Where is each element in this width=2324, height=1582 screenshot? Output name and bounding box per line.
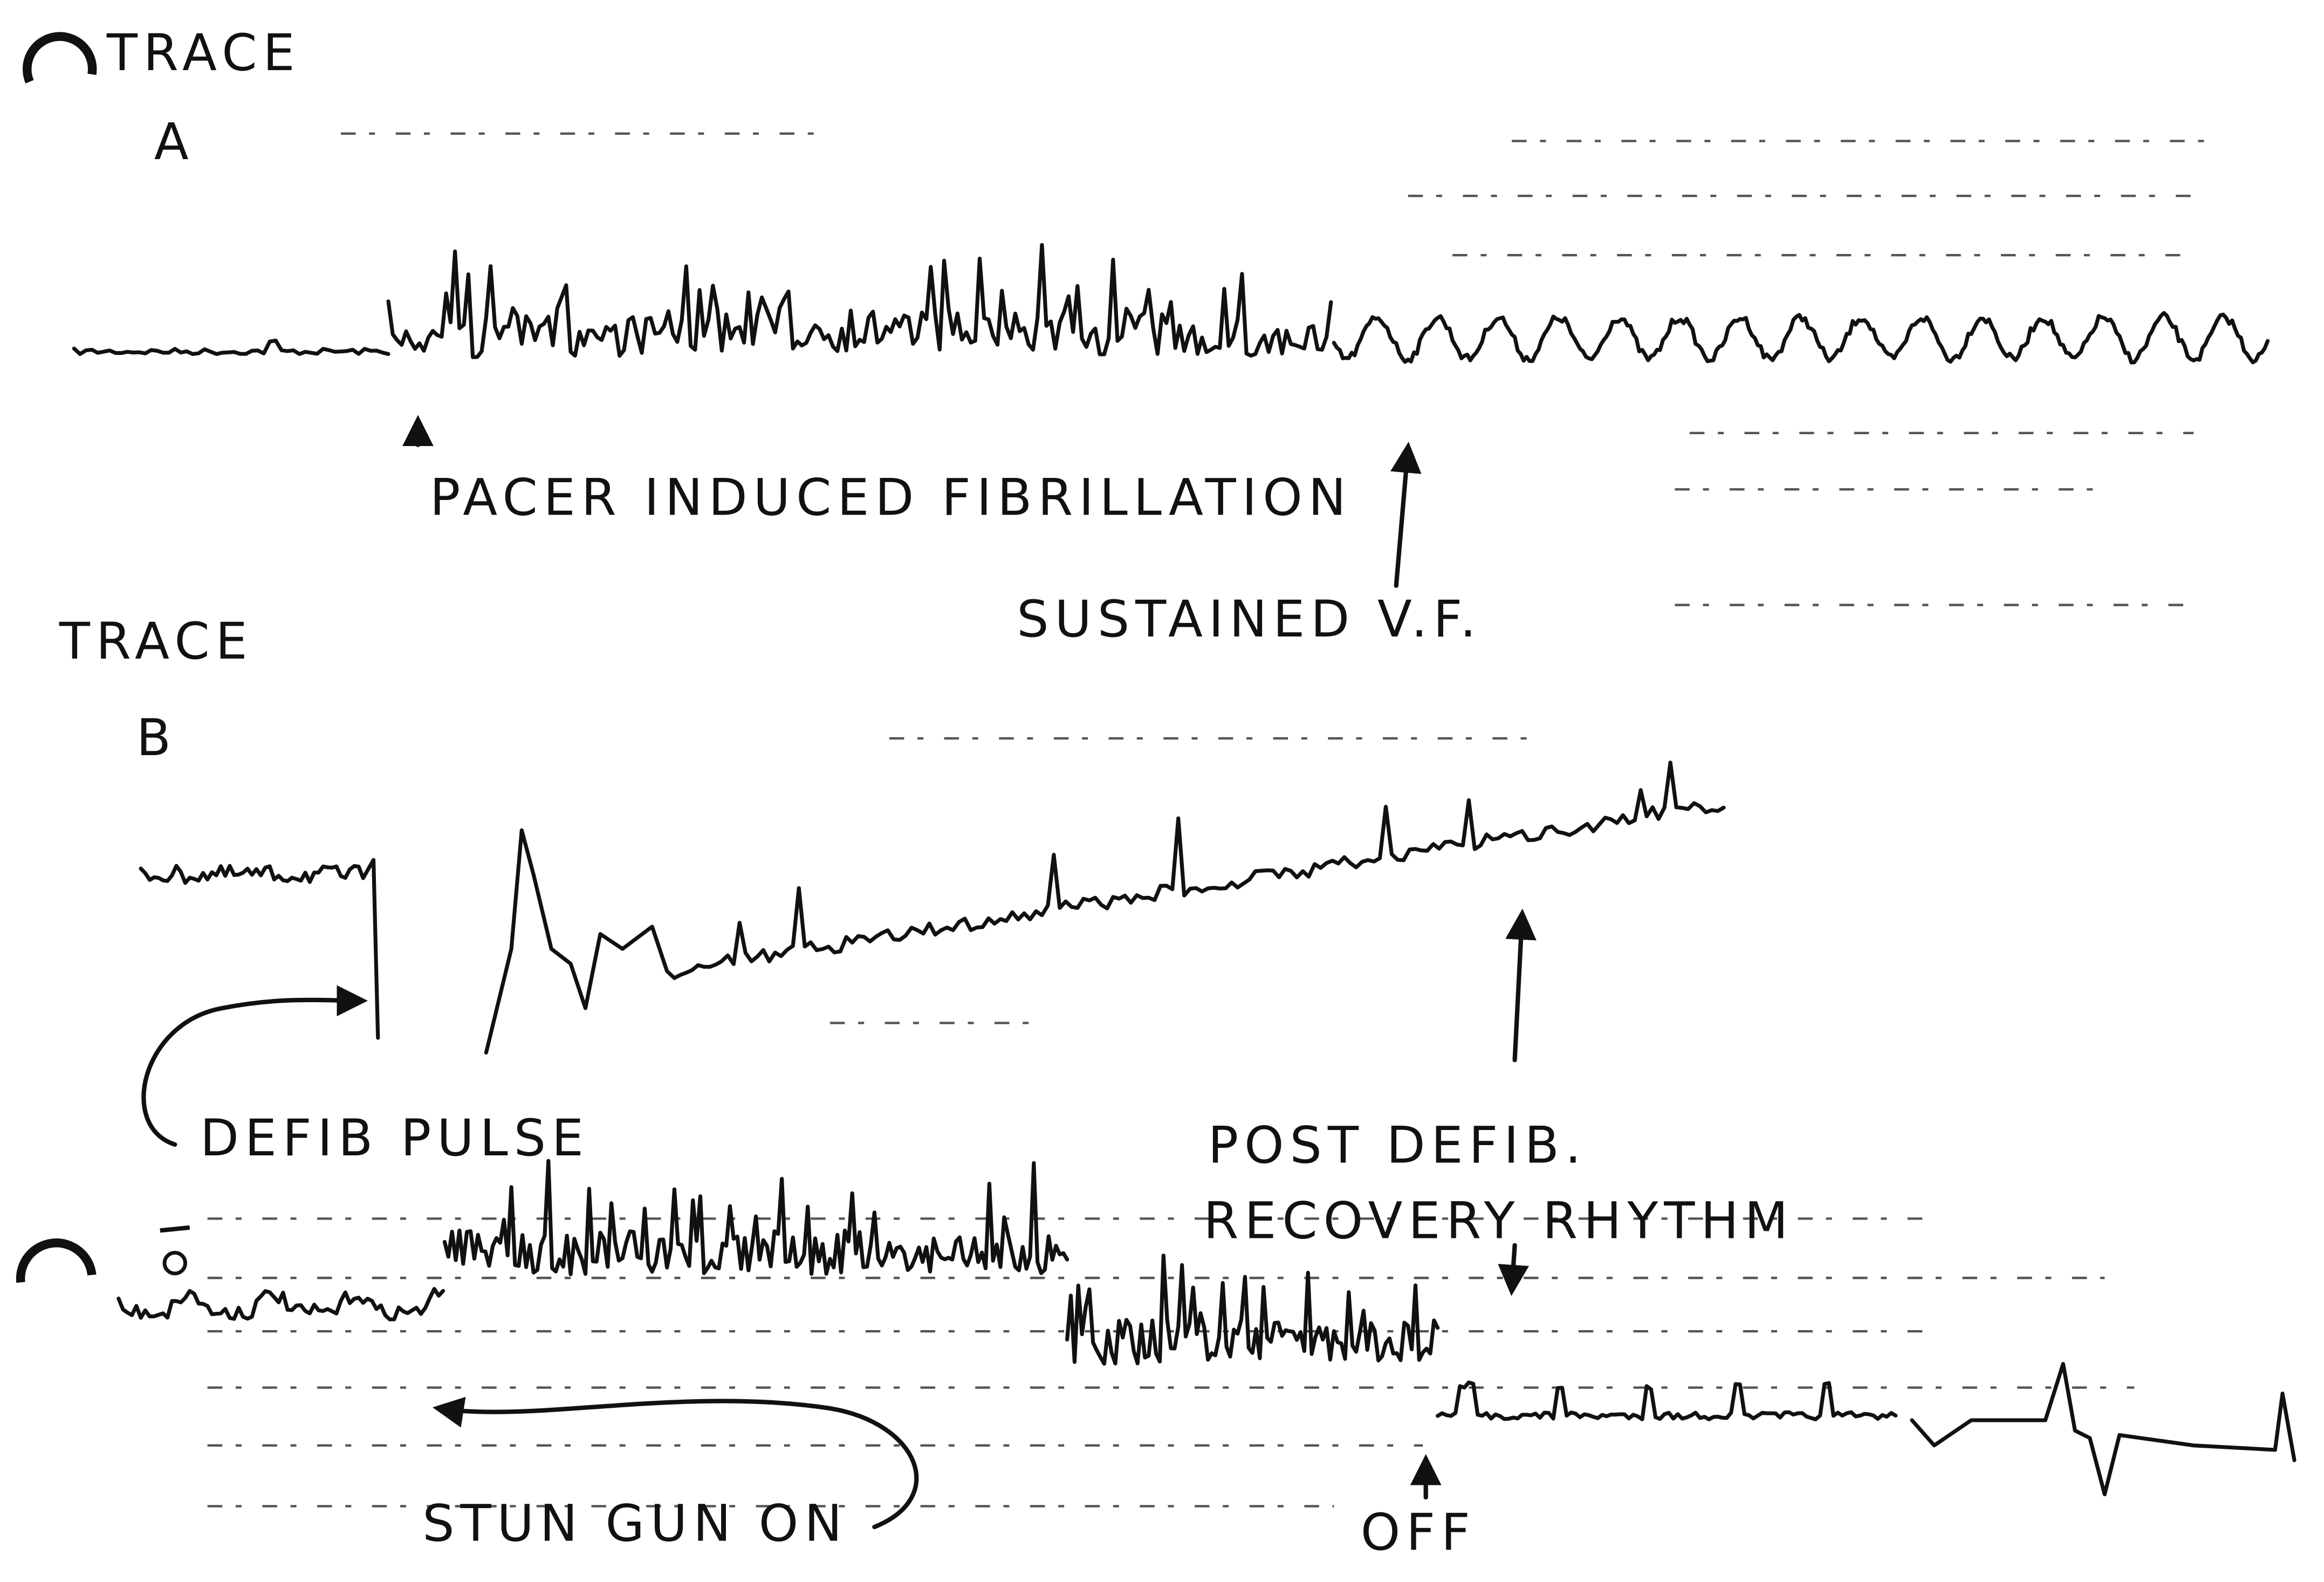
trace-title: TRACE xyxy=(106,24,301,83)
waveform xyxy=(1912,1364,2294,1495)
annotation: RECOVERY RHYTHM xyxy=(1203,1192,1794,1251)
annotation: DEFIB PULSE xyxy=(200,1109,589,1168)
waveform xyxy=(1067,1256,1438,1364)
waveform xyxy=(1334,313,2267,362)
waveform xyxy=(486,763,1724,1053)
arrows xyxy=(143,421,1522,1527)
trace-label: A xyxy=(154,113,195,172)
waveform xyxy=(119,1289,443,1320)
ecg-traces xyxy=(74,245,2294,1494)
waveform xyxy=(141,860,378,1038)
trace-title: TRACE xyxy=(59,612,253,671)
annotation: STUN GUN ON xyxy=(422,1494,848,1553)
waveform xyxy=(388,245,1331,357)
ecg-figure: TRACE A TRACE B PACER INDUCED FIBRILLATI… xyxy=(0,0,2324,1582)
annotation: OFF xyxy=(1361,1503,1476,1562)
trace-label: B xyxy=(136,709,177,768)
waveform xyxy=(74,340,388,354)
annotation: PACER INDUCED FIBRILLATION xyxy=(430,469,1352,528)
annotation: SUSTAINED V.F. xyxy=(1017,590,1482,649)
annotation: POST DEFIB. xyxy=(1208,1117,1587,1175)
